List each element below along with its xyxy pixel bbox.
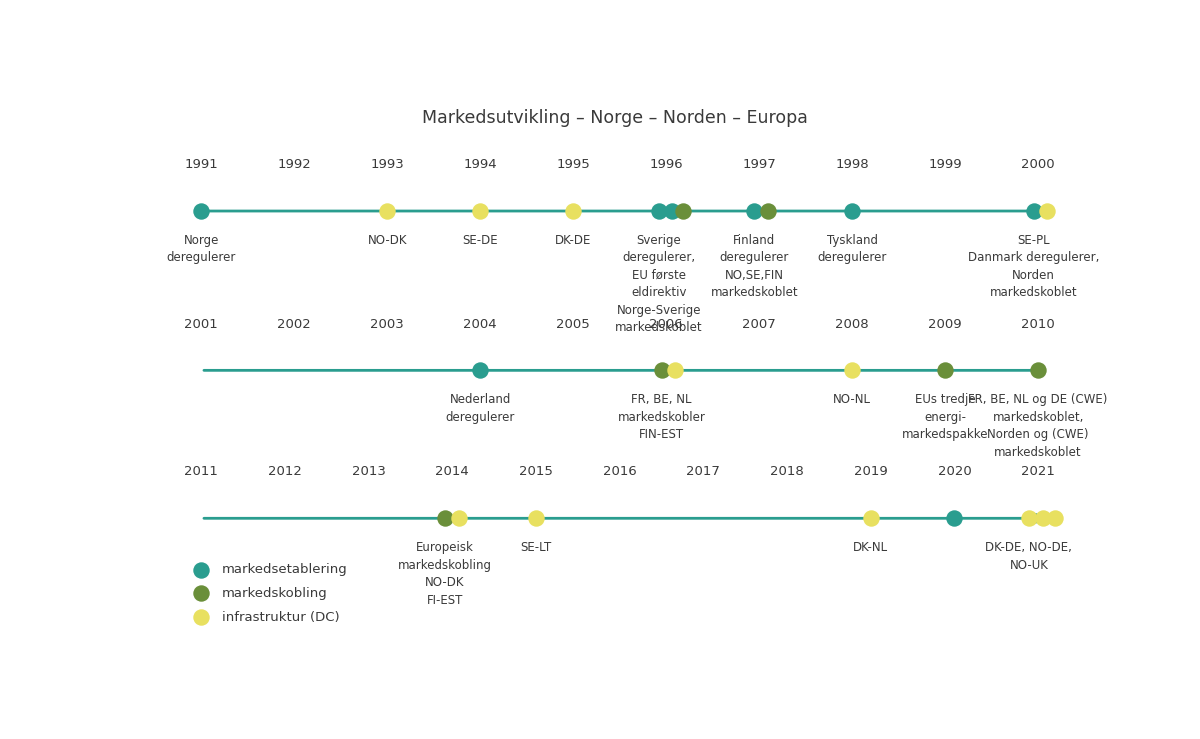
Point <box>470 364 490 376</box>
Text: 2008: 2008 <box>835 318 869 330</box>
Text: 2017: 2017 <box>686 466 720 478</box>
Text: SE-PL
Danmark deregulerer,
Norden
markedskoblet: SE-PL Danmark deregulerer, Norden marked… <box>968 234 1099 299</box>
Point <box>436 512 455 524</box>
Text: SE-DE: SE-DE <box>462 234 498 247</box>
Point <box>527 512 546 524</box>
Text: EUs tredje
energi-
markedspakke: EUs tredje energi- markedspakke <box>902 393 989 441</box>
Text: Markedsutvikling – Norge – Norden – Europa: Markedsutvikling – Norge – Norden – Euro… <box>422 109 808 126</box>
Text: 1999: 1999 <box>929 158 962 171</box>
Text: 2018: 2018 <box>770 466 804 478</box>
Point <box>1033 512 1052 524</box>
Text: SE-LT: SE-LT <box>521 541 552 554</box>
Text: 2019: 2019 <box>854 466 888 478</box>
Text: infrastruktur (DC): infrastruktur (DC) <box>222 611 340 624</box>
Point <box>662 205 682 217</box>
Text: Sverige
deregulerer,
EU første
eldirektiv
Norge-Sverige
markedskoblet: Sverige deregulerer, EU første eldirekti… <box>614 234 702 334</box>
Point <box>1024 205 1043 217</box>
Text: 1991: 1991 <box>185 158 218 171</box>
Text: 2004: 2004 <box>463 318 497 330</box>
Point <box>944 512 964 524</box>
Text: 1998: 1998 <box>835 158 869 171</box>
Text: 2002: 2002 <box>277 318 311 330</box>
Text: 1994: 1994 <box>463 158 497 171</box>
Text: 2010: 2010 <box>1021 318 1055 330</box>
Text: 1995: 1995 <box>557 158 590 171</box>
Text: Nederland
deregulerer: Nederland deregulerer <box>445 393 515 423</box>
Text: 2001: 2001 <box>185 318 218 330</box>
Text: 2007: 2007 <box>743 318 776 330</box>
Text: 2011: 2011 <box>185 466 218 478</box>
Text: FR, BE, NL og DE (CWE)
markedskoblet,
Norden og (CWE)
markedskoblet: FR, BE, NL og DE (CWE) markedskoblet, No… <box>968 393 1108 459</box>
Text: DK-NL: DK-NL <box>853 541 888 554</box>
Text: DK-DE: DK-DE <box>554 234 592 247</box>
Point <box>1028 364 1048 376</box>
Point <box>652 364 671 376</box>
Point <box>666 364 685 376</box>
Text: 2005: 2005 <box>557 318 590 330</box>
Point <box>649 205 668 217</box>
Point <box>192 611 211 623</box>
Text: NO-DK: NO-DK <box>367 234 407 247</box>
Text: FR, BE, NL
markedskobler
FIN-EST: FR, BE, NL markedskobler FIN-EST <box>618 393 706 441</box>
Text: markedskobling: markedskobling <box>222 587 328 600</box>
Text: Finland
deregulerer
NO,SE,FIN
markedskoblet: Finland deregulerer NO,SE,FIN markedskob… <box>710 234 798 299</box>
Point <box>1038 205 1057 217</box>
Point <box>564 205 583 217</box>
Text: NO-NL: NO-NL <box>833 393 871 406</box>
Text: markedsetablering: markedsetablering <box>222 563 347 576</box>
Text: 2006: 2006 <box>649 318 683 330</box>
Text: 2009: 2009 <box>929 318 962 330</box>
Point <box>842 205 862 217</box>
Point <box>936 364 955 376</box>
Text: DK-DE, NO-DE,
NO-UK: DK-DE, NO-DE, NO-UK <box>985 541 1073 571</box>
Point <box>192 205 211 217</box>
Text: 2003: 2003 <box>371 318 404 330</box>
Text: 1997: 1997 <box>743 158 776 171</box>
Text: 2021: 2021 <box>1021 466 1055 478</box>
Text: 2016: 2016 <box>602 466 636 478</box>
Point <box>842 364 862 376</box>
Point <box>673 205 692 217</box>
Point <box>192 588 211 599</box>
Text: 2014: 2014 <box>436 466 469 478</box>
Text: 1992: 1992 <box>277 158 311 171</box>
Point <box>1019 512 1038 524</box>
Text: 1996: 1996 <box>649 158 683 171</box>
Point <box>378 205 397 217</box>
Point <box>862 512 881 524</box>
Point <box>470 205 490 217</box>
Text: Europeisk
markedskobling
NO-DK
FI-EST: Europeisk markedskobling NO-DK FI-EST <box>398 541 492 607</box>
Text: 2012: 2012 <box>268 466 301 478</box>
Text: 2015: 2015 <box>520 466 553 478</box>
Text: 2000: 2000 <box>1021 158 1055 171</box>
Point <box>745 205 764 217</box>
Text: 1993: 1993 <box>371 158 404 171</box>
Text: 2020: 2020 <box>937 466 971 478</box>
Point <box>192 564 211 576</box>
Point <box>758 205 778 217</box>
Text: Norge
deregulerer: Norge deregulerer <box>167 234 236 265</box>
Point <box>1045 512 1064 524</box>
Text: 2013: 2013 <box>352 466 385 478</box>
Text: Tyskland
deregulerer: Tyskland deregulerer <box>817 234 887 265</box>
Point <box>449 512 468 524</box>
